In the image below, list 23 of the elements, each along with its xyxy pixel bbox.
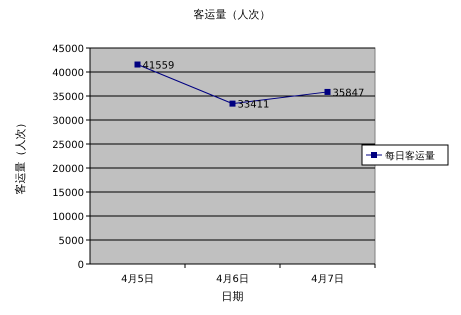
y-tick-label: 20000 [52,164,84,175]
legend-label: 每日客运量 [385,150,435,162]
point [230,100,236,107]
x-axis-title: 日期 [222,290,244,303]
chart-title: 客运量（人次） [194,8,270,21]
y-tick-label: 5000 [58,236,84,247]
point [324,88,330,95]
y-tick-label: 35000 [52,92,84,103]
legend: 每日客运量 [362,144,448,166]
y-axis-title: 客运量（人次） [14,118,27,194]
y-tick-label: 15000 [52,188,84,199]
x-tick-label: 4月5日 [121,274,154,285]
y-tick-label: 40000 [52,68,84,79]
y-tick-label: 30000 [52,116,84,127]
x-tick-label: 4月6日 [216,274,249,285]
x-tick-label: 4月7日 [311,274,344,285]
y-tick-label: 45000 [52,44,84,55]
point [134,62,140,68]
data-label: 33411 [238,100,270,111]
data-label: 41559 [142,60,174,72]
y-tick-label: 10000 [52,212,84,223]
y-tick-label: 25000 [52,140,84,151]
y-tick-label: 0 [78,260,84,271]
